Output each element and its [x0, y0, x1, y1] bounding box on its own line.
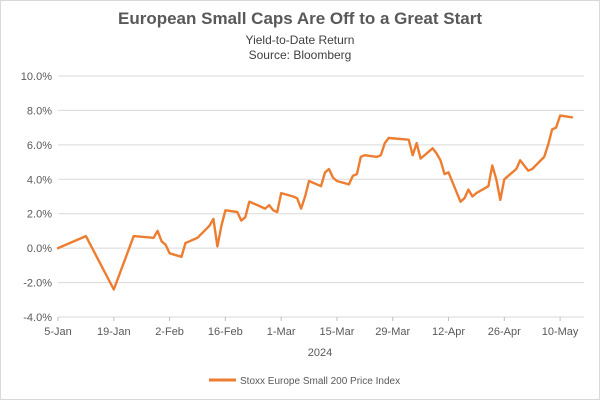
y-tick-label: 2.0%: [27, 209, 52, 221]
y-tick-label: 10.0%: [21, 71, 52, 83]
chart-subtitle: Yield-to-Date Return: [245, 33, 355, 47]
x-tick-label: 15-Mar: [320, 326, 355, 338]
y-tick-label: 0.0%: [27, 243, 52, 255]
y-tick-label: -4.0%: [23, 312, 52, 324]
x-axis-label: 2024: [308, 347, 332, 359]
x-tick-label: 12-Apr: [432, 326, 465, 338]
legend: Stoxx Europe Small 200 Price Index: [209, 376, 400, 387]
chart-title: European Small Caps Are Off to a Great S…: [117, 9, 482, 28]
x-tick-label: 1-Mar: [267, 326, 296, 338]
y-tick-label: -2.0%: [23, 278, 52, 290]
x-tick-label: 26-Apr: [488, 326, 521, 338]
chart-source: Source: Bloomberg: [248, 48, 352, 62]
y-tick-label: 6.0%: [27, 140, 52, 152]
y-axis-ticks: 10.0% 8.0% 6.0% 4.0% 2.0% 0.0% -2.0% -4.0%: [21, 71, 52, 324]
legend-label: Stoxx Europe Small 200 Price Index: [240, 376, 400, 387]
x-axis-ticks: 5-Jan 19-Jan 2-Feb 16-Feb 1-Mar 15-Mar 29-Mar 1…: [44, 317, 579, 338]
y-tick-label: 4.0%: [27, 174, 52, 186]
x-tick-label: 16-Feb: [208, 326, 243, 338]
x-tick-label: 29-Mar: [375, 326, 410, 338]
series-line: [56, 114, 574, 291]
x-tick-label: 2-Feb: [155, 326, 184, 338]
x-tick-label: 19-Jan: [97, 326, 131, 338]
series-layer: [56, 114, 574, 291]
x-tick-label: 5-Jan: [44, 326, 72, 338]
grid-lines: [58, 75, 584, 318]
y-tick-label: 8.0%: [27, 105, 52, 117]
x-tick-label: 10-May: [542, 326, 579, 338]
